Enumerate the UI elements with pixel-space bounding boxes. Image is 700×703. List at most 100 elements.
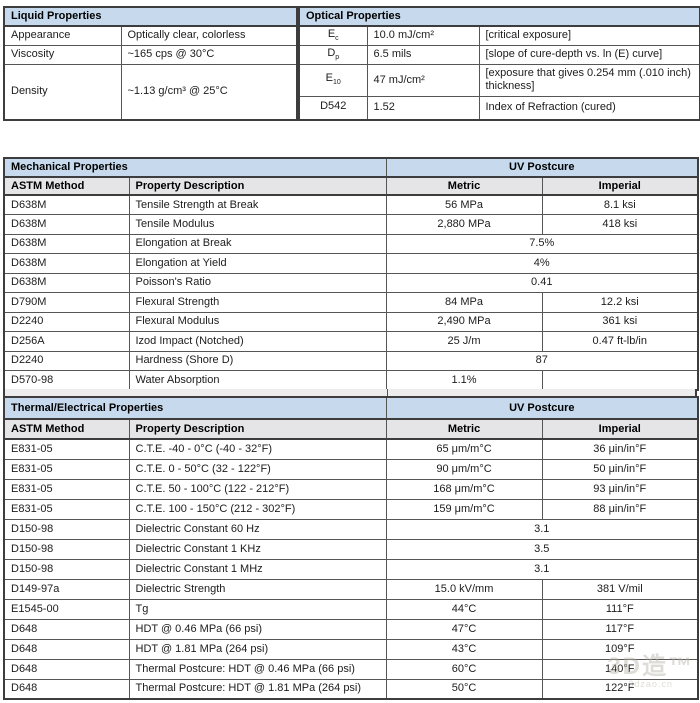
description-cell: C.T.E. -40 - 0°C (-40 - 32°F) [128, 438, 387, 460]
description-cell: Dielectric Constant 1 KHz [128, 538, 387, 560]
astm-cell: E831-05 [3, 458, 130, 480]
value-cell: 6.5 mils [366, 44, 480, 65]
metric-cell: 2,490 MPa [385, 311, 543, 332]
description-cell: [critical exposure] [478, 25, 700, 46]
description-cell: Dielectric Constant 1 MHz [128, 558, 387, 580]
property-value-cell: ~165 cps @ 30°C [120, 44, 298, 65]
astm-cell: D150-98 [3, 558, 130, 580]
symbol-base: D542 [320, 100, 347, 113]
table-row: D648 Thermal Postcure: HDT @ 1.81 MPa (2… [3, 678, 699, 700]
top-properties-section: Liquid Properties Appearance Optically c… [3, 6, 700, 121]
astm-cell: D2240 [3, 311, 130, 332]
metric-cell: 47°C [385, 618, 543, 640]
symbol-base: E [327, 28, 336, 41]
combined-value-cell: 3.5 [385, 538, 699, 560]
combined-value-cell: 87 [385, 350, 699, 371]
property-value-cell: ~1.13 g/cm³ @ 25°C [120, 63, 298, 121]
table-row: D638M Elongation at Yield 4% [3, 253, 699, 274]
col-header-astm: ASTM Method [3, 176, 130, 196]
metric-cell: 90 μm/m°C [385, 458, 543, 480]
mechanical-properties-table: Mechanical Properties UV Postcure ASTM M… [3, 157, 700, 391]
description-cell: Dielectric Strength [128, 578, 387, 600]
combined-value-cell: 4% [385, 253, 699, 274]
description-cell: C.T.E. 100 - 150°C (212 - 302°F) [128, 498, 387, 520]
imperial-cell: 36 μin/in°F [541, 438, 699, 460]
liquid-properties-title: Liquid Properties [3, 6, 298, 27]
imperial-cell: 88 μin/in°F [541, 498, 699, 520]
astm-cell: E831-05 [3, 498, 130, 520]
table-row: Ec 10.0 mJ/cm² [critical exposure] [298, 25, 700, 46]
imperial-cell: 8.1 ksi [541, 194, 699, 215]
metric-cell: 43°C [385, 638, 543, 660]
description-cell: Elongation at Break [128, 233, 387, 254]
description-cell: Tg [128, 598, 387, 620]
astm-cell: D570-98 [3, 370, 130, 391]
description-cell: HDT @ 1.81 MPa (264 psi) [128, 638, 387, 660]
optical-properties-table: Optical Properties Ec 10.0 mJ/cm² [criti… [298, 6, 700, 121]
metric-cell: 60°C [385, 658, 543, 680]
symbol-cell: E10 [298, 63, 368, 97]
table-row: E10 47 mJ/cm² [exposure that gives 0.254… [298, 63, 700, 97]
astm-cell: D638M [3, 214, 130, 235]
table-row: Viscosity ~165 cps @ 30°C [3, 44, 298, 65]
table-row: Appearance Optically clear, colorless [3, 25, 298, 46]
astm-cell: D648 [3, 678, 130, 700]
table-header-row: Optical Properties [298, 6, 700, 27]
astm-cell: D2240 [3, 350, 130, 371]
description-cell: Index of Refraction (cured) [478, 95, 700, 121]
col-header-description: Property Description [128, 418, 387, 440]
metric-cell: 2,880 MPa [385, 214, 543, 235]
description-cell: Elongation at Yield [128, 253, 387, 274]
table-row: Density ~1.13 g/cm³ @ 25°C [3, 63, 298, 121]
metric-cell: 50°C [385, 678, 543, 700]
table-row: E831-05 C.T.E. 100 - 150°C (212 - 302°F)… [3, 498, 699, 520]
symbol-base: D [327, 46, 336, 59]
table-row: D638M Poisson's Ratio 0.41 [3, 272, 699, 293]
col-header-description: Property Description [128, 176, 387, 196]
table-row: E1545-00 Tg 44°C 111°F [3, 598, 699, 620]
liquid-properties-table: Liquid Properties Appearance Optically c… [3, 6, 298, 121]
symbol-cell: Dp [298, 44, 368, 65]
astm-cell: D638M [3, 194, 130, 215]
description-cell: Dielectric Constant 60 Hz [128, 518, 387, 540]
astm-cell: D648 [3, 658, 130, 680]
value-cell: 10.0 mJ/cm² [366, 25, 480, 46]
table-subheader-row: ASTM Method Property Description Metric … [3, 176, 699, 196]
table-row: E831-05 C.T.E. -40 - 0°C (-40 - 32°F) 65… [3, 438, 699, 460]
imperial-cell: 117°F [541, 618, 699, 640]
table-row: D638M Tensile Modulus 2,880 MPa 418 ksi [3, 214, 699, 235]
metric-cell: 159 μm/m°C [385, 498, 543, 520]
imperial-cell: 50 μin/in°F [541, 458, 699, 480]
table-row: D149-97a Dielectric Strength 15.0 kV/mm … [3, 578, 699, 600]
table-row: D2240 Flexural Modulus 2,490 MPa 361 ksi [3, 311, 699, 332]
table-row: D150-98 Dielectric Constant 1 MHz 3.1 [3, 558, 699, 580]
imperial-cell: 111°F [541, 598, 699, 620]
combined-value-cell: 0.41 [385, 272, 699, 293]
col-header-imperial: Imperial [541, 418, 699, 440]
metric-cell: 65 μm/m°C [385, 438, 543, 460]
description-cell: Flexural Modulus [128, 311, 387, 332]
astm-cell: D648 [3, 618, 130, 640]
table-row: D790M Flexural Strength 84 MPa 12.2 ksi [3, 292, 699, 313]
astm-cell: D150-98 [3, 538, 130, 560]
uv-postcure-header: UV Postcure [385, 157, 699, 178]
description-cell: [exposure that gives 0.254 mm (.010 inch… [478, 63, 700, 97]
thermal-electrical-properties-table: Thermal/Electrical Properties UV Postcur… [3, 396, 700, 700]
table-row: D150-98 Dielectric Constant 1 KHz 3.5 [3, 538, 699, 560]
description-cell: C.T.E. 50 - 100°C (122 - 212°F) [128, 478, 387, 500]
description-cell: Hardness (Shore D) [128, 350, 387, 371]
imperial-cell: 418 ksi [541, 214, 699, 235]
optical-properties-title: Optical Properties [298, 6, 700, 27]
table-header-row: Mechanical Properties UV Postcure [3, 157, 699, 178]
value-cell: 1.52 [366, 95, 480, 121]
table-row: D570-98 Water Absorption 1.1% [3, 370, 699, 391]
metric-cell: 1.1% [385, 370, 543, 391]
table-row: E831-05 C.T.E. 50 - 100°C (122 - 212°F) … [3, 478, 699, 500]
description-cell: Thermal Postcure: HDT @ 0.46 MPa (66 psi… [128, 658, 387, 680]
imperial-cell: 93 μin/in°F [541, 478, 699, 500]
table-row: E831-05 C.T.E. 0 - 50°C (32 - 122°F) 90 … [3, 458, 699, 480]
symbol-cell: Ec [298, 25, 368, 46]
astm-cell: D256A [3, 331, 130, 352]
metric-cell: 44°C [385, 598, 543, 620]
symbol-base: E [325, 72, 334, 85]
